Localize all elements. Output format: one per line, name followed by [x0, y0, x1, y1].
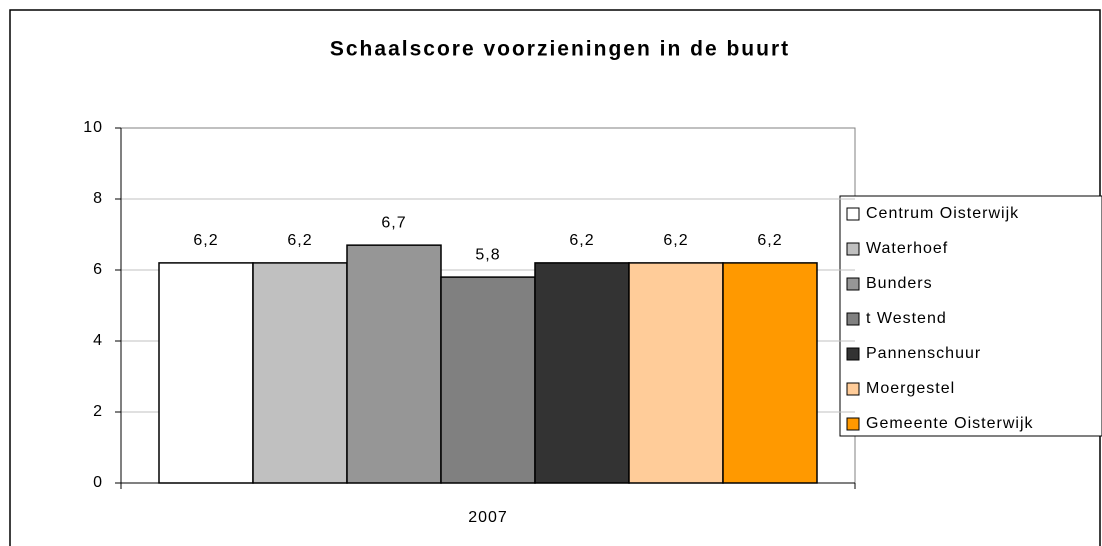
y-tick-label: 0: [93, 474, 103, 491]
legend-swatch: [846, 417, 860, 431]
y-tick-label: 10: [83, 119, 103, 136]
value-label: 6,2: [757, 232, 782, 249]
legend-label: Waterhoef: [866, 240, 948, 257]
legend-swatch: [846, 207, 860, 221]
legend-swatch: [846, 347, 860, 361]
legend-swatch: [846, 277, 860, 291]
bar: [440, 276, 536, 484]
legend-swatch: [846, 382, 860, 396]
bar: [252, 262, 348, 484]
bar: [158, 262, 254, 484]
legend-label: Centrum Oisterwijk: [866, 205, 1019, 222]
y-tick-label: 4: [93, 332, 103, 349]
y-tick-label: 2: [93, 403, 103, 420]
bar: [722, 262, 818, 484]
legend-swatch: [846, 312, 860, 326]
bar: [534, 262, 630, 484]
x-tick-label: 2007: [468, 509, 508, 526]
legend-label: Moergestel: [866, 380, 955, 397]
y-tick-label: 8: [93, 190, 103, 207]
value-label: 6,2: [569, 232, 594, 249]
bar: [346, 244, 442, 484]
legend-swatch: [846, 242, 860, 256]
legend-label: t Westend: [866, 310, 947, 327]
value-label: 6,2: [663, 232, 688, 249]
legend-label: Pannenschuur: [866, 345, 981, 362]
bar: [628, 262, 724, 484]
legend-label: Bunders: [866, 275, 933, 292]
y-tick-label: 6: [93, 261, 103, 278]
chart-title: Schaalscore voorzieningen in de buurt: [330, 38, 790, 61]
value-label: 6,7: [381, 214, 406, 231]
value-label: 5,8: [475, 246, 500, 263]
legend-label: Gemeente Oisterwijk: [866, 415, 1034, 432]
value-label: 6,2: [193, 232, 218, 249]
legend: [839, 195, 1102, 437]
value-label: 6,2: [287, 232, 312, 249]
